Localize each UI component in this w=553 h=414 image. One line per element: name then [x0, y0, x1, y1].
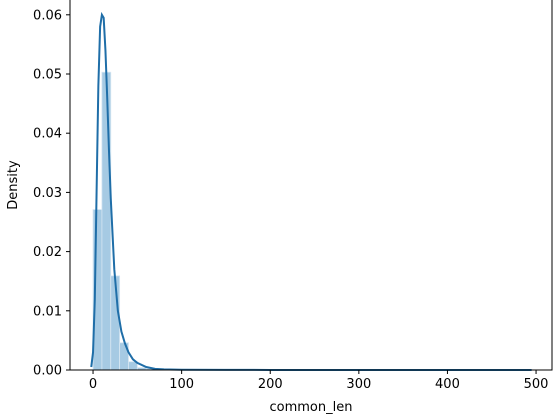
x-tick-label: 200	[258, 377, 283, 392]
y-tick-label: 0.02	[33, 245, 62, 260]
plot-frame	[69, 0, 553, 371]
x-tick-label: 100	[169, 377, 194, 392]
y-axis-ticks: 0.00 0.01 0.02 0.03 0.04 0.05 0.06	[33, 8, 70, 379]
y-tick-label: 0.05	[33, 68, 62, 83]
y-axis-label: Density	[6, 160, 21, 210]
x-tick-label: 300	[346, 377, 371, 392]
y-tick-label: 0.04	[33, 127, 62, 142]
y-tick-label: 0.01	[33, 304, 62, 319]
histogram-bars	[92, 71, 165, 371]
x-tick-label: 400	[435, 377, 460, 392]
histogram-bar	[101, 71, 112, 371]
x-tick-label: 0	[89, 377, 97, 392]
kde-curve	[90, 11, 532, 371]
x-axis-label: common_len	[270, 400, 353, 414]
x-tick-label: 500	[524, 377, 549, 392]
y-tick-label: 0.00	[33, 364, 62, 379]
x-axis-ticks: 0 100 200 300 400 500	[89, 370, 549, 392]
y-tick-label: 0.06	[33, 8, 62, 23]
y-tick-label: 0.03	[33, 186, 62, 201]
